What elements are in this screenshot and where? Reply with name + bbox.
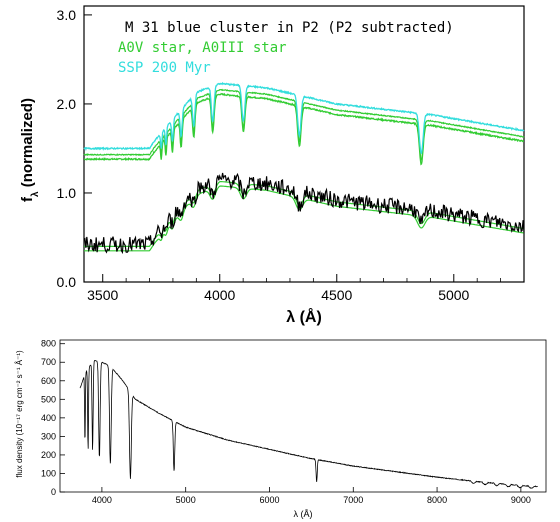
top-x-tick-label: 3500 — [87, 287, 118, 303]
bottom-series-line — [79, 360, 538, 489]
top-plot-frame — [83, 5, 525, 283]
bottom-x-tick-label: 8000 — [427, 495, 447, 505]
legend-entry: SSP 200 Myr — [118, 60, 211, 76]
top-y-tick-label: 3.0 — [57, 7, 77, 23]
top-series-line — [83, 88, 525, 161]
bottom-plot-frame — [59, 339, 547, 493]
bottom-x-tick-label: 4000 — [92, 495, 112, 505]
top-x-tick-label: 4000 — [204, 287, 235, 303]
top-series-line — [83, 92, 524, 166]
bottom-x-tick-label: 6000 — [259, 495, 279, 505]
top-series-line — [83, 81, 525, 155]
bottom-spectrum-panel: 4000 5000 6000 7000 8000 9000 0 100 200 300 400 500… — [15, 339, 547, 519]
legend-entry: A0V star, A0III star — [118, 40, 287, 56]
legend-entry: M 31 blue cluster in P2 (P2 subtracted) — [125, 20, 454, 36]
top-y-label-f: f — [19, 196, 36, 202]
bottom-y-tick-label: 700 — [41, 357, 56, 367]
bottom-y-tick-label: 500 — [41, 394, 56, 404]
bottom-y-tick-label: 100 — [41, 468, 56, 478]
top-spectrum-panel: 3500 4000 4500 5000 0.0 1.0 2.0 3.0 M 31 blue c… — [19, 5, 525, 326]
bottom-y-tick-label: 200 — [41, 450, 56, 460]
top-x-axis-label: λ (Å) — [286, 307, 322, 326]
top-y-label-sub: λ — [30, 191, 41, 197]
top-y-tick-label: 1.0 — [57, 185, 77, 201]
bottom-x-axis-label: λ (Å) — [294, 509, 313, 519]
top-y-axis-label: fλ (normalized) — [19, 98, 41, 202]
bottom-x-tick-label: 5000 — [176, 495, 196, 505]
bottom-y-tick-label: 0 — [51, 487, 56, 497]
top-series-line — [84, 185, 524, 252]
bottom-y-tick-label: 300 — [41, 431, 56, 441]
top-x-tick-label: 4500 — [321, 287, 352, 303]
top-x-tick-label: 5000 — [438, 287, 469, 303]
top-series-line — [83, 172, 525, 255]
top-y-label-rest: (normalized) — [19, 98, 36, 191]
bottom-y-axis-label: flux density (10⁻¹⁷ erg cm⁻² s⁻¹ Å⁻¹) — [15, 350, 24, 478]
bottom-x-tick-label: 7000 — [343, 495, 363, 505]
top-y-tick-label: 0.0 — [57, 274, 77, 290]
bottom-y-tick-label: 800 — [41, 339, 56, 349]
bottom-y-tick-label: 600 — [41, 376, 56, 386]
bottom-x-tick-label: 9000 — [511, 495, 531, 505]
top-y-tick-label: 2.0 — [57, 96, 77, 112]
bottom-y-tick-label: 400 — [41, 413, 56, 423]
